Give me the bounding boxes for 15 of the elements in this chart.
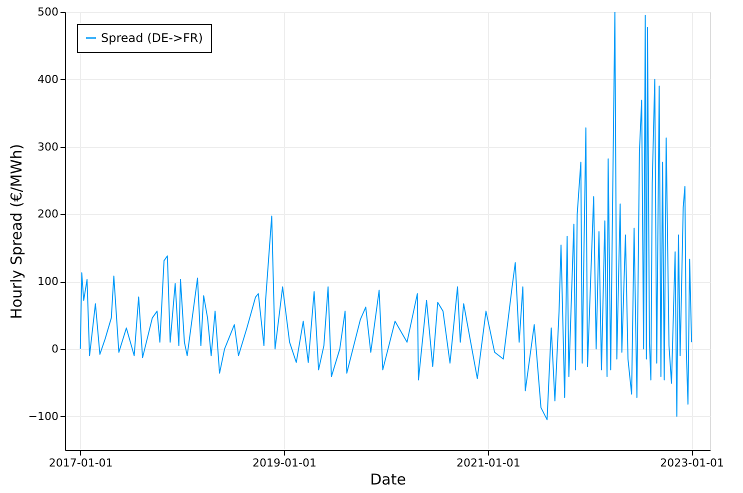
x-tick-label: 2023-01-01 <box>660 456 724 470</box>
x-axis-title: Date <box>370 470 406 488</box>
legend-label: Spread (DE->FR) <box>101 31 203 45</box>
y-tick-label: 300 <box>38 140 58 154</box>
y-tick-label: −100 <box>28 410 58 423</box>
y-tick-label: 400 <box>38 72 58 86</box>
x-tick-label: 2017-01-01 <box>48 456 113 470</box>
x-tick-label: 2021-01-01 <box>456 456 520 470</box>
y-tick-label: 0 <box>52 342 58 356</box>
line-series <box>80 12 692 420</box>
y-axis-title: Hourly Spread (€/MWh) <box>7 144 26 320</box>
y-tick-label: 200 <box>38 208 58 221</box>
y-tick-label: 100 <box>38 275 58 288</box>
x-tick-label: 2019-01-01 <box>252 456 316 470</box>
y-tick-label: 500 <box>38 6 58 18</box>
